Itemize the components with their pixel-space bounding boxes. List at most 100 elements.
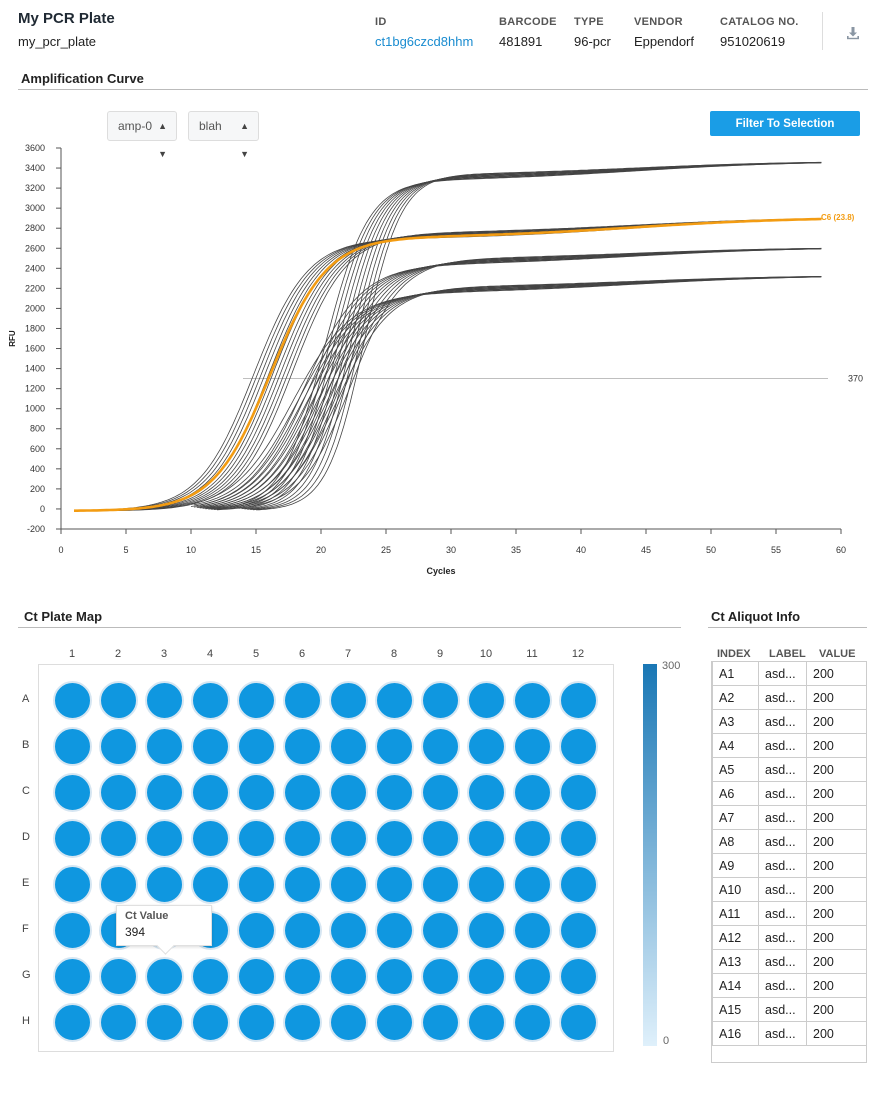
well-B2[interactable] xyxy=(99,727,138,766)
well-C9[interactable] xyxy=(421,773,460,812)
amplification-curve[interactable] xyxy=(216,247,822,511)
well-C7[interactable] xyxy=(329,773,368,812)
well-E6[interactable] xyxy=(283,865,322,904)
well-F1[interactable] xyxy=(53,911,92,950)
aliquot-row[interactable]: A4 asd... 200 xyxy=(712,733,866,758)
amplification-curve[interactable] xyxy=(214,276,819,509)
well-B1[interactable] xyxy=(53,727,92,766)
well-B9[interactable] xyxy=(421,727,460,766)
well-H12[interactable] xyxy=(559,1003,598,1042)
aliquot-row[interactable]: A5 asd... 200 xyxy=(712,757,866,782)
well-H11[interactable] xyxy=(513,1003,552,1042)
well-A2[interactable] xyxy=(99,681,138,720)
amplification-curve[interactable] xyxy=(244,162,820,510)
well-G4[interactable] xyxy=(191,957,230,996)
well-B11[interactable] xyxy=(513,727,552,766)
well-D12[interactable] xyxy=(559,819,598,858)
aliquot-row[interactable]: A8 asd... 200 xyxy=(712,829,866,854)
well-A4[interactable] xyxy=(191,681,230,720)
aliquot-row[interactable]: A16 asd... 200 xyxy=(712,1021,866,1046)
well-D7[interactable] xyxy=(329,819,368,858)
well-E11[interactable] xyxy=(513,865,552,904)
well-B12[interactable] xyxy=(559,727,598,766)
well-E2[interactable] xyxy=(99,865,138,904)
aliquot-row[interactable]: A14 asd... 200 xyxy=(712,973,866,998)
well-A5[interactable] xyxy=(237,681,276,720)
amplification-curve[interactable] xyxy=(216,276,822,510)
well-G7[interactable] xyxy=(329,957,368,996)
aliquot-row[interactable]: A3 asd... 200 xyxy=(712,709,866,734)
well-G9[interactable] xyxy=(421,957,460,996)
amplification-curve[interactable] xyxy=(232,162,822,508)
well-E1[interactable] xyxy=(53,865,92,904)
well-A8[interactable] xyxy=(375,681,414,720)
aliquot-row[interactable]: A9 asd... 200 xyxy=(712,853,866,878)
well-C2[interactable] xyxy=(99,773,138,812)
amp-select[interactable]: amp-0 ▲ ▼ xyxy=(107,111,177,159)
amplification-curve[interactable] xyxy=(100,218,822,512)
well-D9[interactable] xyxy=(421,819,460,858)
aliquot-row[interactable]: A6 asd... 200 xyxy=(712,781,866,806)
well-B10[interactable] xyxy=(467,727,506,766)
well-A10[interactable] xyxy=(467,681,506,720)
well-C8[interactable] xyxy=(375,773,414,812)
well-D10[interactable] xyxy=(467,819,506,858)
well-C4[interactable] xyxy=(191,773,230,812)
meta-id-link[interactable]: ct1bg6czcd8hhm xyxy=(375,34,474,49)
well-G11[interactable] xyxy=(513,957,552,996)
well-D2[interactable] xyxy=(99,819,138,858)
aliquot-table-body[interactable]: A1 asd... 200 A2 asd... 200 A3 asd... 200 A4 asd..… xyxy=(711,661,867,1063)
well-D11[interactable] xyxy=(513,819,552,858)
well-E8[interactable] xyxy=(375,865,414,904)
well-F9[interactable] xyxy=(421,911,460,950)
well-E12[interactable] xyxy=(559,865,598,904)
well-E4[interactable] xyxy=(191,865,230,904)
well-H1[interactable] xyxy=(53,1003,92,1042)
well-D5[interactable] xyxy=(237,819,276,858)
well-F11[interactable] xyxy=(513,911,552,950)
amplification-curve[interactable] xyxy=(238,162,821,509)
aliquot-row[interactable]: A10 asd... 200 xyxy=(712,877,866,902)
well-D1[interactable] xyxy=(53,819,92,858)
well-C10[interactable] xyxy=(467,773,506,812)
well-H6[interactable] xyxy=(283,1003,322,1042)
well-F10[interactable] xyxy=(467,911,506,950)
aliquot-row[interactable]: A1 asd... 200 xyxy=(712,661,866,686)
well-C3[interactable] xyxy=(145,773,184,812)
well-D8[interactable] xyxy=(375,819,414,858)
highlighted-curve[interactable] xyxy=(74,217,822,513)
well-B6[interactable] xyxy=(283,727,322,766)
well-F8[interactable] xyxy=(375,911,414,950)
well-A9[interactable] xyxy=(421,681,460,720)
well-H5[interactable] xyxy=(237,1003,276,1042)
well-H3[interactable] xyxy=(145,1003,184,1042)
well-F6[interactable] xyxy=(283,911,322,950)
well-F7[interactable] xyxy=(329,911,368,950)
well-E9[interactable] xyxy=(421,865,460,904)
well-G5[interactable] xyxy=(237,957,276,996)
aliquot-row[interactable]: A15 asd... 200 xyxy=(712,997,866,1022)
well-H8[interactable] xyxy=(375,1003,414,1042)
well-E10[interactable] xyxy=(467,865,506,904)
well-H9[interactable] xyxy=(421,1003,460,1042)
aliquot-row[interactable]: A12 asd... 200 xyxy=(712,925,866,950)
well-B3[interactable] xyxy=(145,727,184,766)
well-H2[interactable] xyxy=(99,1003,138,1042)
amplification-curve[interactable] xyxy=(199,276,821,507)
well-H10[interactable] xyxy=(467,1003,506,1042)
well-A7[interactable] xyxy=(329,681,368,720)
well-D3[interactable] xyxy=(145,819,184,858)
well-C12[interactable] xyxy=(559,773,598,812)
well-G1[interactable] xyxy=(53,957,92,996)
well-E3[interactable] xyxy=(145,865,184,904)
well-A3[interactable] xyxy=(145,681,184,720)
aliquot-row[interactable]: A7 asd... 200 xyxy=(712,805,866,830)
well-A11[interactable] xyxy=(513,681,552,720)
well-G6[interactable] xyxy=(283,957,322,996)
well-D4[interactable] xyxy=(191,819,230,858)
amplification-curve[interactable] xyxy=(196,276,821,506)
filter-to-selection-button[interactable]: Filter To Selection xyxy=(710,111,860,136)
well-E5[interactable] xyxy=(237,865,276,904)
well-F5[interactable] xyxy=(237,911,276,950)
well-C5[interactable] xyxy=(237,773,276,812)
